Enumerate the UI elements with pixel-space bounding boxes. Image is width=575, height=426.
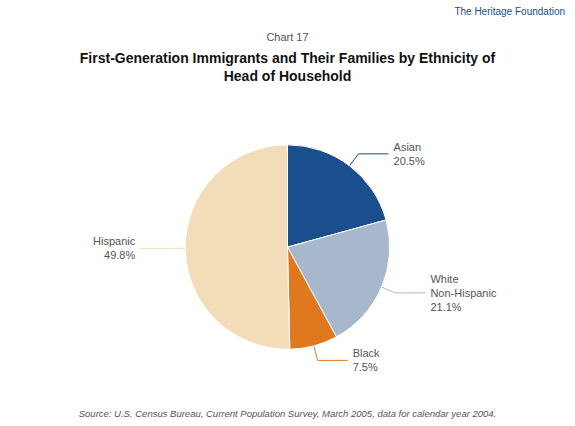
svg-text:21.1%: 21.1% — [430, 301, 461, 313]
svg-text:First-Generation Immigrants an: First-Generation Immigrants and Their Fa… — [80, 50, 496, 66]
svg-text:Hispanic: Hispanic — [93, 235, 136, 247]
svg-text:7.5%: 7.5% — [353, 361, 378, 373]
svg-text:49.8%: 49.8% — [104, 249, 135, 261]
svg-text:Head of Household: Head of Household — [224, 68, 352, 84]
svg-text:Source: U.S. Census Bureau, Cu: Source: U.S. Census Bureau, Current Popu… — [79, 408, 497, 419]
svg-text:20.5%: 20.5% — [394, 155, 425, 167]
svg-text:Chart 17: Chart 17 — [266, 31, 308, 43]
svg-text:The Heritage Foundation: The Heritage Foundation — [454, 6, 565, 17]
svg-text:Non-Hispanic: Non-Hispanic — [430, 287, 497, 299]
svg-text:White: White — [430, 273, 458, 285]
svg-text:Black: Black — [353, 347, 380, 359]
svg-text:Asian: Asian — [394, 141, 422, 153]
